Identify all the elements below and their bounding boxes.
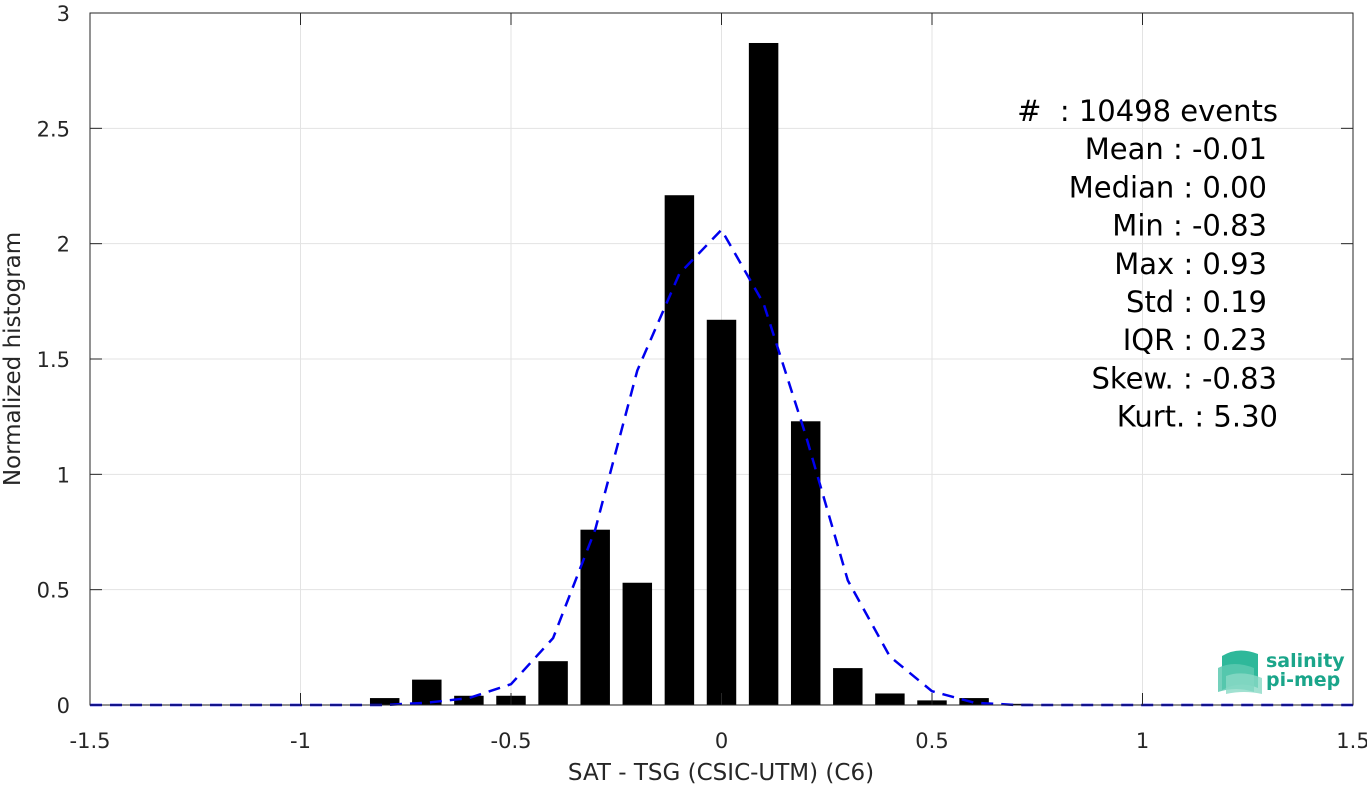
y-tick-label-2: 1 — [57, 463, 70, 487]
y-tick-label-3: 1.5 — [37, 348, 70, 372]
bar-6 — [622, 582, 653, 705]
histogram-bars — [369, 42, 1031, 705]
bar-12 — [875, 693, 905, 705]
logo-text-line1: salinity — [1266, 650, 1345, 672]
y-tick-label-0: 0 — [57, 694, 70, 718]
x-tick-labels: -1.5 -1 -0.5 0 0.5 1 1.5 — [70, 729, 1367, 753]
statistics-box: # : 10498 events Mean : -0.01 Median : 0.0… — [1017, 94, 1278, 434]
stat-line-1: Mean : -0.01 — [1085, 132, 1267, 166]
bar-2 — [454, 695, 484, 705]
bar-0 — [369, 698, 400, 705]
bar-8 — [706, 319, 737, 705]
bar-9 — [748, 42, 779, 705]
bar-15 — [1001, 703, 1031, 705]
x-tick-label-2: -0.5 — [491, 729, 532, 753]
stat-line-5: Std : 0.19 — [1126, 285, 1267, 319]
stat-line-7: Skew. : -0.83 — [1091, 361, 1277, 395]
bar-10 — [790, 421, 821, 705]
logo-text-line2: pi-mep — [1266, 669, 1340, 691]
bar-4 — [538, 661, 568, 705]
stat-line-0: # : 10498 events — [1017, 94, 1278, 128]
stat-line-4: Max : 0.93 — [1114, 247, 1267, 281]
x-tick-label-0: -1.5 — [70, 729, 111, 753]
y-tick-label-5: 2.5 — [37, 117, 70, 141]
y-tick-label-1: 0.5 — [37, 579, 70, 603]
bar-5 — [580, 529, 610, 705]
bar-7 — [664, 195, 695, 705]
bar-14 — [959, 698, 989, 705]
y-tick-label-4: 2 — [57, 233, 70, 257]
y-tick-label-6: 3 — [57, 2, 70, 26]
y-axis-title: Normalized histogram — [0, 232, 26, 486]
stat-line-3: Min : -0.83 — [1112, 209, 1267, 243]
x-tick-label-5: 1 — [1136, 729, 1149, 753]
stat-line-2: Median : 0.00 — [1069, 170, 1267, 204]
bar-11 — [833, 668, 863, 705]
stat-line-8: Kurt. : 5.30 — [1117, 400, 1278, 434]
tick-marks — [89, 12, 1354, 706]
x-axis-title: SAT - TSG (CSIC-UTM) (C6) — [568, 760, 874, 785]
y-tick-labels: 0 0.5 1 1.5 2 2.5 3 — [37, 2, 70, 718]
salinity-pi-mep-logo: salinity pi-mep — [1218, 650, 1345, 694]
x-tick-label-6: 1.5 — [1336, 729, 1367, 753]
wave-logo-icon — [1218, 650, 1262, 694]
x-tick-label-3: 0 — [715, 729, 728, 753]
x-tick-label-1: -1 — [290, 729, 311, 753]
x-tick-label-4: 0.5 — [915, 729, 948, 753]
stat-line-6: IQR : 0.23 — [1123, 323, 1267, 357]
